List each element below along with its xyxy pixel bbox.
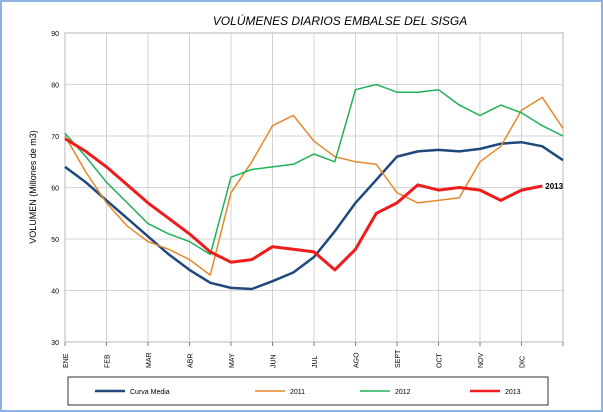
y-tick-label: 70 xyxy=(51,134,59,141)
legend-label: 2011 xyxy=(290,389,305,396)
end-label: 2013 xyxy=(545,182,563,191)
legend-label: Curva Media xyxy=(130,389,170,396)
chart-title: VOLÚMENES DIARIOS EMBALSE DEL SISGA xyxy=(213,13,468,28)
series-line xyxy=(64,137,543,272)
legend-label: 2013 xyxy=(505,389,521,396)
x-tick-label: AGO xyxy=(354,352,361,368)
x-tick-label: JUN xyxy=(271,354,278,368)
legend-box xyxy=(67,376,549,406)
series-line xyxy=(64,96,564,276)
x-tick-label: SEPT xyxy=(395,349,402,368)
x-tick-label: MAR xyxy=(146,352,153,368)
y-tick-label: 80 xyxy=(51,83,59,90)
y-tick-label: 30 xyxy=(51,340,59,347)
y-tick-label: 60 xyxy=(51,186,59,193)
x-tick-label: ABR xyxy=(188,354,195,368)
x-tick-label: NOV xyxy=(478,353,485,369)
x-tick-label: MAY xyxy=(229,353,236,368)
x-tick-label: DIC xyxy=(520,356,527,368)
series-line xyxy=(64,140,564,291)
y-axis-label: VOLUMEN (Millones de m3) xyxy=(28,130,38,244)
x-tick-label: FEB xyxy=(105,354,112,368)
y-tick-label: 40 xyxy=(51,289,59,296)
legend-label: 2012 xyxy=(395,389,411,396)
y-tick-label: 50 xyxy=(51,237,59,244)
x-tick-label: JUL xyxy=(312,355,319,368)
x-tick-label: ENE xyxy=(63,353,70,368)
x-tick-label: OCT xyxy=(437,353,444,369)
series-line xyxy=(64,83,564,256)
y-tick-label: 90 xyxy=(51,31,59,38)
